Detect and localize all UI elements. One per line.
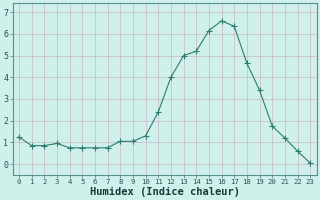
X-axis label: Humidex (Indice chaleur): Humidex (Indice chaleur) [90,186,240,197]
